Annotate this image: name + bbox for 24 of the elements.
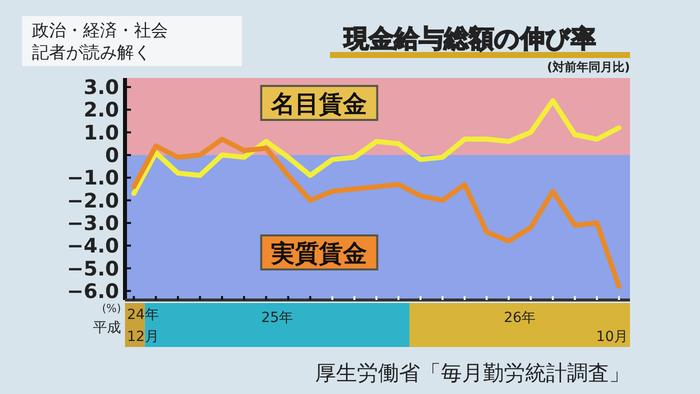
y-tick-label: −5.0 xyxy=(66,256,119,280)
y-tick-label: 0 xyxy=(105,143,119,168)
y-tick-label: −4.0 xyxy=(66,234,119,258)
text: 記者が読み解く xyxy=(32,43,151,63)
text: 26年 xyxy=(504,310,536,326)
text: 24年 xyxy=(127,307,159,323)
text: 厚生労働省「毎月勤労統計調査」 xyxy=(315,361,630,385)
text: 平成 xyxy=(93,320,121,336)
y-tick-label: 1.0 xyxy=(84,120,119,144)
y-tick-label: −3.0 xyxy=(66,210,119,235)
y-tick-label: −2.0 xyxy=(66,188,119,212)
y-tick-label: −1.0 xyxy=(66,166,119,190)
y-tick-label: 2.0 xyxy=(84,98,119,122)
y-tick-label: −6.0 xyxy=(66,278,119,303)
y-tick-label: 3.0 xyxy=(84,75,119,100)
text: 25年 xyxy=(261,310,294,326)
text: 12月 xyxy=(127,329,159,345)
text: 政治・経済・社会 xyxy=(32,21,168,41)
series-label: 名目賃金 xyxy=(270,88,368,118)
text: 実質賃金 xyxy=(270,238,368,268)
y-axis-title: (%) xyxy=(102,302,121,315)
chart-subtitle: (対前年同月比) xyxy=(547,60,630,74)
text: 10月 xyxy=(596,329,628,345)
chart-title: 現金給与総額の伸び率 xyxy=(343,24,596,53)
